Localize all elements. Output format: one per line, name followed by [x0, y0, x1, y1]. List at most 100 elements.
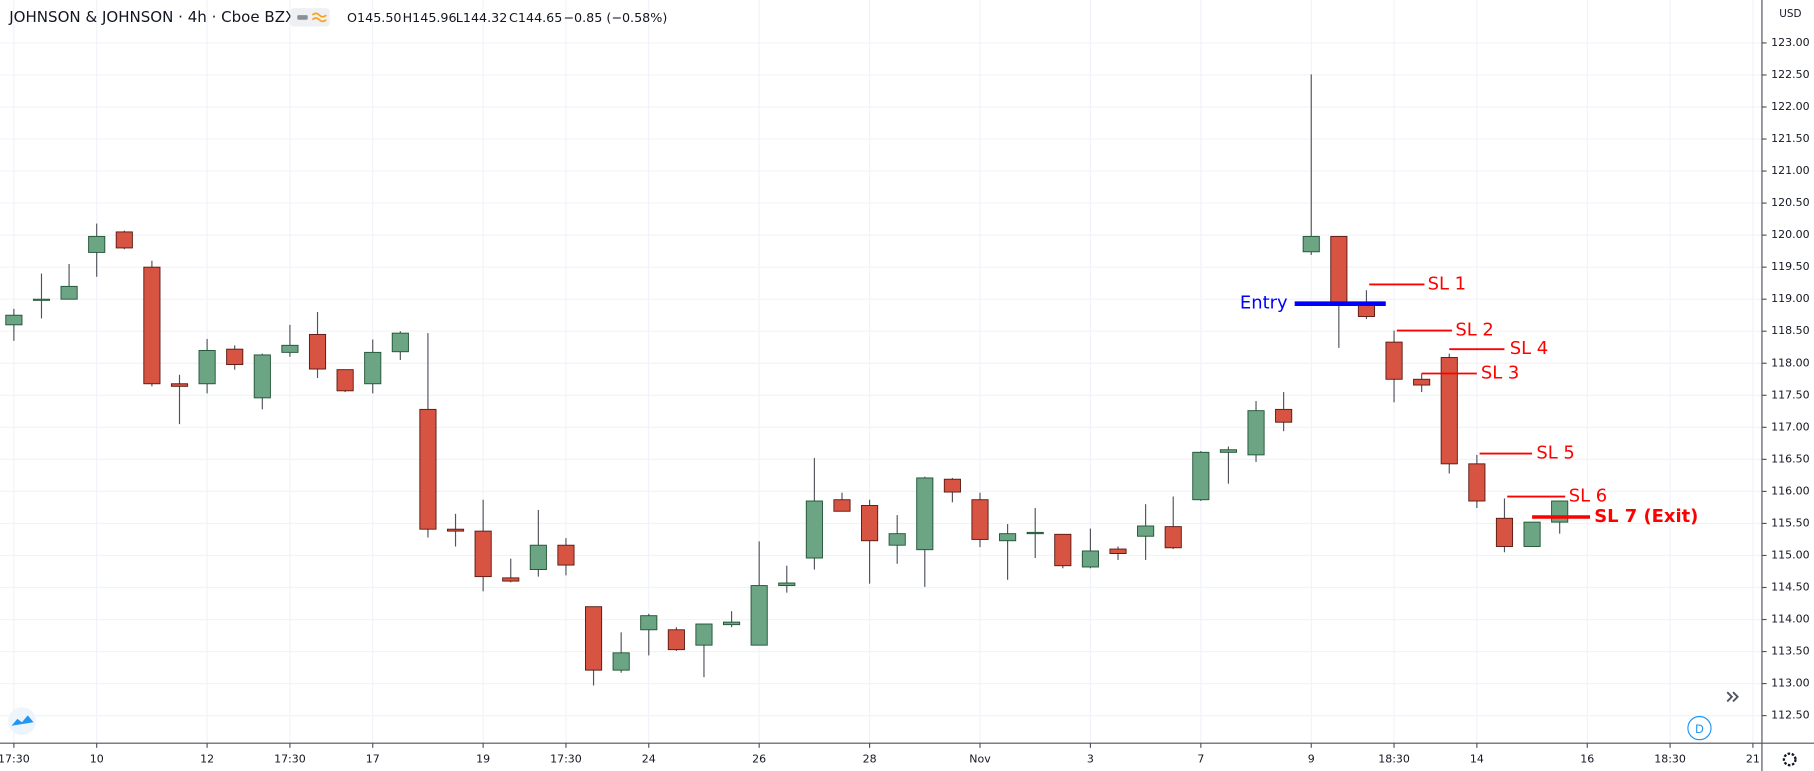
candle-body — [364, 351, 382, 385]
candle-body — [1440, 357, 1458, 465]
interval-button-label: D — [1695, 722, 1704, 736]
annotation-label: SL 1 — [1428, 273, 1466, 294]
y-tick-label: 121.50 — [1771, 132, 1809, 145]
candle-body — [971, 499, 989, 540]
candle-body — [170, 383, 189, 387]
candle-body — [861, 505, 879, 542]
candle-body — [999, 533, 1017, 542]
toggle-icon — [297, 15, 308, 20]
candle-body — [226, 348, 244, 366]
candle-body — [143, 266, 161, 385]
candle-body — [1109, 548, 1127, 555]
y-tick-label: 114.50 — [1771, 580, 1809, 593]
candle-body — [474, 530, 492, 578]
x-tick-label: 17:30 — [550, 752, 582, 765]
currency-label: USD — [1779, 8, 1801, 20]
candle-body — [805, 500, 823, 559]
y-tick-label: 119.50 — [1771, 260, 1809, 273]
x-tick-label: 26 — [752, 752, 766, 765]
x-tick-label: 9 — [1308, 752, 1315, 765]
candle-body — [1413, 378, 1431, 386]
logo-icon — [11, 715, 34, 726]
candle-body — [502, 577, 520, 582]
quote-value: H145.96 — [403, 11, 457, 26]
candle-body — [1330, 235, 1348, 305]
y-tick-label: 116.00 — [1771, 484, 1809, 497]
candle-body — [1495, 517, 1514, 547]
candle-body — [833, 499, 851, 512]
y-tick-label: 113.50 — [1771, 645, 1809, 658]
x-tick-label: 24 — [642, 752, 656, 765]
x-tick-label: 10 — [90, 752, 104, 765]
annotation-label: SL 5 — [1536, 443, 1574, 464]
annotation-label: SL 6 — [1569, 486, 1607, 507]
candle-body — [419, 408, 437, 530]
candle-body — [640, 615, 658, 631]
grid — [0, 0, 1762, 744]
candle-body — [198, 349, 216, 385]
y-tick-label: 115.50 — [1771, 516, 1809, 529]
x-tick-label: 28 — [863, 752, 877, 765]
annotation-label: SL 4 — [1510, 338, 1548, 359]
quote: O145.50 H145.96 L144.32 C144.65 −0.85 (−0.58… — [347, 11, 667, 26]
candle-body — [1192, 451, 1210, 501]
x-tick-label: 17:30 — [274, 752, 306, 765]
candle-body — [391, 332, 409, 353]
annotations: Entry SL 1 SL 2 SL 3 SL 4 SL 5 SL 6SL 7 (Exit) — [1240, 273, 1698, 527]
x-tick-label: 16 — [1580, 752, 1594, 765]
annotation-label: SL 3 — [1481, 362, 1519, 383]
candle-body — [1385, 341, 1403, 380]
candle-body — [667, 629, 685, 651]
logo-button[interactable] — [8, 707, 36, 736]
candle-body — [916, 477, 934, 551]
y-tick-label: 122.00 — [1771, 100, 1809, 113]
candle-body — [253, 354, 271, 399]
candle-body — [446, 528, 465, 532]
settings-button[interactable] — [1782, 752, 1797, 767]
candle-body — [1302, 235, 1320, 253]
x-tick-label: 7 — [1197, 752, 1204, 765]
y-tick-label: 116.50 — [1771, 452, 1809, 465]
x-tick-label: 17 — [366, 752, 380, 765]
candle-body — [1081, 550, 1099, 568]
axes: 112.50 113.00 113.50 114.00 114.50 115.00 115.… — [0, 36, 1810, 765]
candle-body — [336, 369, 354, 392]
candle-body — [750, 585, 768, 646]
candle-body — [1054, 533, 1072, 567]
candle-body — [943, 478, 961, 493]
candle-body — [60, 285, 78, 300]
y-tick-label: 122.50 — [1771, 68, 1809, 81]
candle-body — [308, 333, 327, 370]
annotation-label: SL 7 (Exit) — [1594, 506, 1698, 527]
y-tick-label: 119.00 — [1771, 292, 1809, 305]
x-tick-label: 19 — [476, 752, 490, 765]
quote-value: C144.65 — [509, 11, 562, 26]
candle-body — [723, 621, 741, 626]
candle-body — [1247, 410, 1265, 456]
candle-body — [281, 344, 299, 353]
candle-body — [1275, 408, 1293, 423]
candle-body — [778, 582, 796, 587]
quote-value: L144.32 — [456, 11, 508, 26]
x-tick-label: 21 — [1746, 752, 1760, 765]
candle-body — [1137, 525, 1155, 537]
quote-value: −0.85 (−0.58%) — [563, 11, 667, 26]
y-tick-label: 118.50 — [1771, 324, 1809, 337]
candle-body — [115, 231, 133, 249]
x-tick-label: 12 — [200, 752, 214, 765]
candle-body — [584, 606, 603, 671]
y-tick-label: 120.00 — [1771, 228, 1809, 241]
annotation-label: Entry — [1240, 293, 1288, 314]
candle-body — [1026, 531, 1044, 535]
y-tick-label: 114.00 — [1771, 613, 1809, 626]
indicator-toggle[interactable] — [290, 8, 330, 27]
y-tick-label: 117.50 — [1771, 388, 1809, 401]
interval-button[interactable] — [1687, 715, 1712, 741]
x-tick-label: 17:30 — [0, 752, 30, 765]
annotation-label: SL 2 — [1455, 320, 1493, 341]
scroll-right-button[interactable] — [1726, 691, 1739, 703]
candle-body — [888, 533, 906, 546]
candle-body — [1219, 449, 1237, 453]
